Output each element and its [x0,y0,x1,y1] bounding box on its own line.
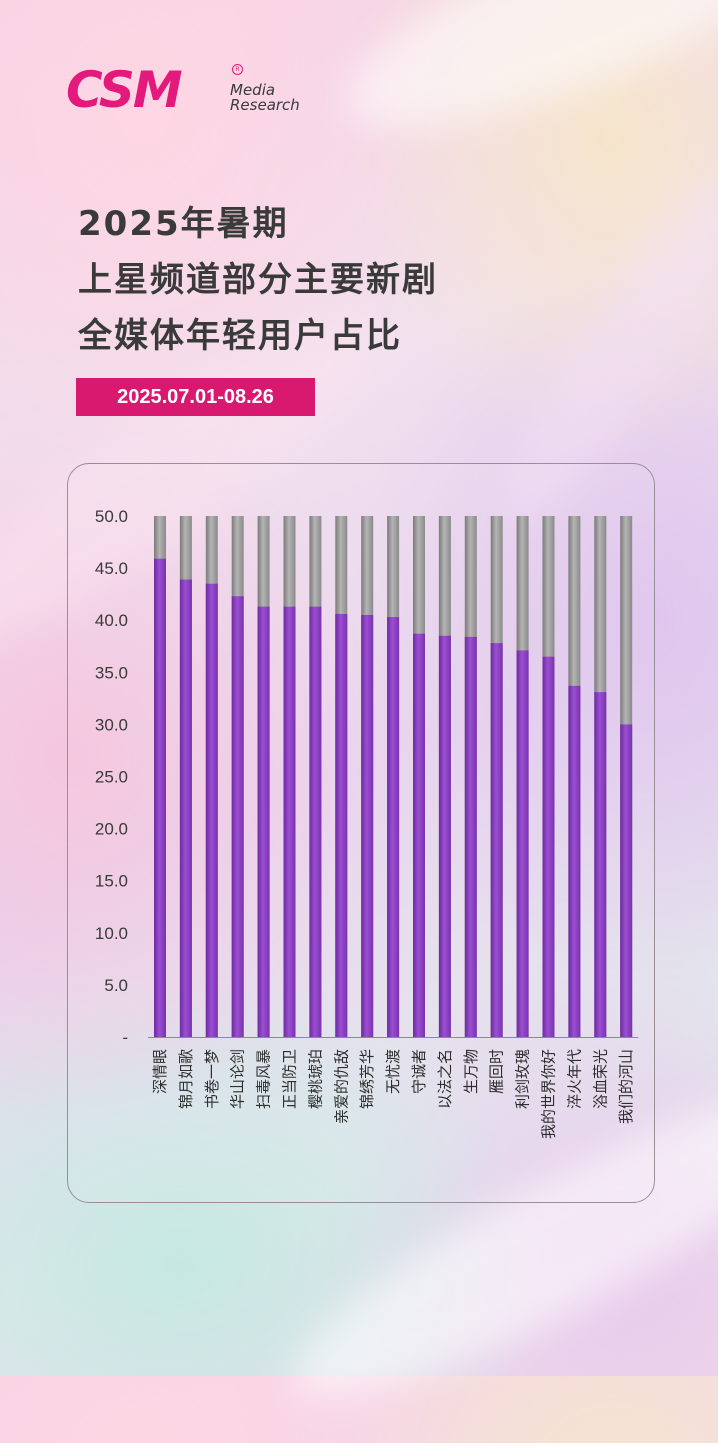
x-tick-label: 深情眼 [151,1049,169,1094]
x-tick-label: 亲爱的仇敌 [332,1049,350,1124]
y-tick-label: 25.0 [95,768,128,787]
page-title: 2025年暑期 上星频道部分主要新剧 全媒体年轻用户占比 [78,196,638,364]
logo-research: Research [230,96,300,114]
x-tick-label: 雁回时 [488,1049,506,1094]
y-tick-label: 20.0 [95,820,128,839]
y-tick-label: 45.0 [95,559,128,578]
bar-value [516,650,529,1037]
y-tick-label: 50.0 [95,507,128,526]
x-tick-label: 锦月如歌 [177,1049,195,1109]
x-tick-label: 我们的河山 [617,1049,635,1124]
bar-value [335,613,348,1037]
bar-value [542,656,555,1037]
x-tick-label: 淬火年代 [565,1049,583,1109]
title-line-2: 上星频道部分主要新剧 [78,260,438,300]
bar-value [594,692,607,1037]
bar-value [620,724,633,1037]
logo-brand: CSM [66,61,183,119]
x-tick-label: 无忧渡 [384,1049,402,1094]
title-line-1: 2025年暑期 [78,204,289,244]
x-tick-label: 利剑玫瑰 [514,1049,532,1109]
csm-logo: CSM R Media Research [66,62,316,122]
x-tick-label: 扫毒风暴 [255,1049,273,1109]
title-line-3: 全媒体年轻用户占比 [78,316,402,356]
x-tick-label: 锦绣芳华 [358,1049,376,1109]
bar-value [568,685,581,1037]
background-streak [322,0,718,173]
logo-media: Media [230,81,276,99]
y-tick-label: 5.0 [104,976,128,995]
x-tick-label: 我的世界你好 [540,1049,558,1139]
x-tick-label: 樱桃琥珀 [306,1049,324,1109]
bar-value [257,606,270,1037]
bar-value [438,635,451,1037]
x-tick-label: 正当防卫 [281,1049,299,1109]
x-tick-label: 华山论剑 [229,1049,247,1109]
logo-registered-mark: R [232,64,243,75]
bar-value [464,636,477,1037]
bar-chart: - 5.0 10.0 15.0 20.0 25.0 30.0 35.0 40.0 45.0 50.0… [95,507,639,1139]
bar-value [387,617,400,1037]
bar-value [179,579,192,1037]
x-tick-label: 书卷一梦 [203,1049,221,1109]
bar-value [154,558,166,1037]
bar-value [231,596,244,1037]
chart-panel: - 5.0 10.0 15.0 20.0 25.0 30.0 35.0 40.0 45.0 50.0… [67,463,655,1203]
y-tick-label: 10.0 [95,924,128,943]
bar-value [413,633,425,1037]
bar-value [490,643,503,1037]
x-tick-label: 浴血荣光 [591,1049,609,1109]
x-tick-label: 生万物 [462,1049,480,1094]
date-range-badge: 2025.07.01-08.26 [76,378,315,416]
x-tick-label: 以法之名 [436,1049,454,1109]
y-tick-label: 35.0 [95,663,128,682]
y-tick-label: 40.0 [95,611,128,630]
bar-value [205,583,218,1037]
bar-value [309,606,322,1037]
y-tick-label: 15.0 [95,872,128,891]
y-tick-label: - [122,1028,128,1047]
bar-value [361,614,374,1037]
y-tick-label: 30.0 [95,715,128,734]
bar-value [283,606,296,1037]
x-tick-label: 守诚者 [410,1049,428,1094]
